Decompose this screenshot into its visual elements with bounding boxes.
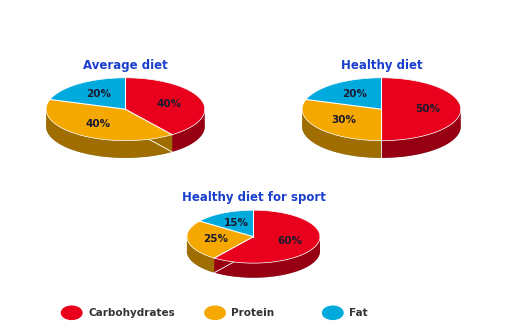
Circle shape xyxy=(61,306,82,319)
Polygon shape xyxy=(215,237,253,273)
Polygon shape xyxy=(50,78,125,109)
Polygon shape xyxy=(125,109,172,152)
Text: Fat: Fat xyxy=(349,308,368,318)
Text: 40%: 40% xyxy=(157,99,182,109)
Text: 25%: 25% xyxy=(203,234,228,244)
Text: 50%: 50% xyxy=(415,104,440,114)
Polygon shape xyxy=(172,109,205,152)
Text: Healthy diet for sport: Healthy diet for sport xyxy=(181,191,326,204)
Polygon shape xyxy=(302,109,381,158)
Polygon shape xyxy=(125,109,172,152)
Text: Average diet: Average diet xyxy=(83,59,168,72)
Ellipse shape xyxy=(46,95,205,158)
Text: 40%: 40% xyxy=(86,119,111,129)
Text: 30%: 30% xyxy=(332,115,357,125)
Polygon shape xyxy=(381,78,461,141)
Polygon shape xyxy=(187,221,253,258)
Ellipse shape xyxy=(302,95,461,158)
Polygon shape xyxy=(215,236,320,278)
Polygon shape xyxy=(46,109,172,158)
Text: 20%: 20% xyxy=(342,89,367,100)
Circle shape xyxy=(323,306,343,319)
Polygon shape xyxy=(215,237,253,273)
Text: 15%: 15% xyxy=(223,218,248,228)
Polygon shape xyxy=(46,100,172,141)
Polygon shape xyxy=(200,210,253,237)
Polygon shape xyxy=(125,78,205,135)
Circle shape xyxy=(205,306,225,319)
Text: 20%: 20% xyxy=(86,89,111,100)
Polygon shape xyxy=(215,210,320,263)
Text: Protein: Protein xyxy=(231,308,274,318)
Polygon shape xyxy=(306,78,381,109)
Polygon shape xyxy=(187,236,215,273)
Text: 60%: 60% xyxy=(278,236,303,246)
Ellipse shape xyxy=(187,225,320,278)
Polygon shape xyxy=(381,109,461,158)
Text: Healthy diet: Healthy diet xyxy=(340,59,422,72)
Polygon shape xyxy=(302,100,381,141)
Text: Carbohydrates: Carbohydrates xyxy=(88,308,175,318)
